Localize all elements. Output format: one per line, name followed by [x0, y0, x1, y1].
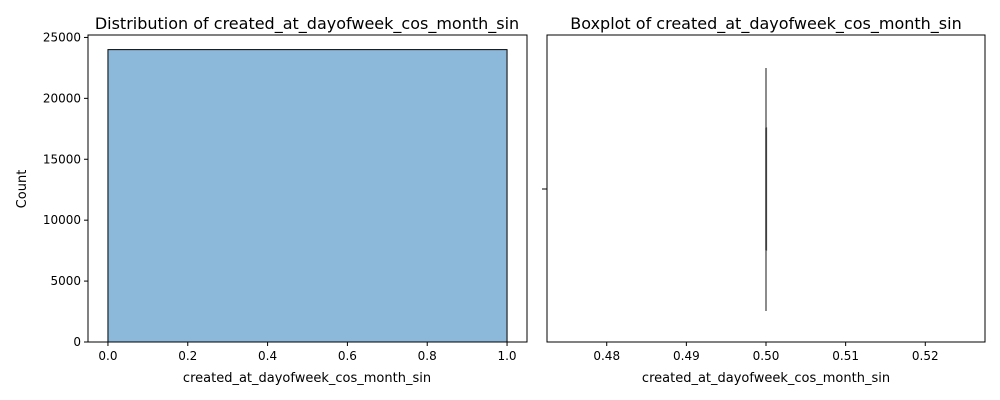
histogram-axes-frame: [87, 34, 528, 343]
histogram-y-tick-label: 0: [73, 335, 81, 349]
boxplot-x-axis-label: created_at_dayofweek_cos_month_sin: [642, 371, 890, 386]
histogram-bars: [107, 49, 508, 343]
histogram-y-axis-label: Count: [15, 170, 30, 209]
histogram-y-tick-label: 20000: [43, 91, 81, 105]
boxplot-x-tick-label: 0.49: [673, 349, 700, 363]
histogram-x-tick-label: 0.0: [98, 349, 117, 363]
histogram-y-ticks: 0 5000 10000 15000 20000 25000: [43, 30, 88, 349]
histogram-x-axis-label: created_at_dayofweek_cos_month_sin: [183, 371, 431, 386]
boxplot-box: [765, 68, 768, 311]
histogram-title: Distribution of created_at_dayofweek_cos…: [95, 14, 519, 34]
boxplot-x-tick-label: 0.51: [832, 349, 859, 363]
histogram-x-tick-label: 0.4: [258, 349, 277, 363]
histogram-x-tick-label: 0.2: [178, 349, 197, 363]
boxplot-x-tick-label: 0.48: [593, 349, 620, 363]
histogram-y-tick-label: 10000: [43, 213, 81, 227]
boxplot-x-tick-label: 0.52: [912, 349, 939, 363]
boxplot-panel: Boxplot of created_at_dayofweek_cos_mont…: [542, 14, 986, 386]
histogram-x-tick-label: 0.8: [418, 349, 437, 363]
histogram-x-tick-label: 1.0: [497, 349, 516, 363]
boxplot-x-tick-label: 0.50: [753, 349, 780, 363]
boxplot-x-ticks: 0.48 0.49 0.50 0.51 0.52: [593, 342, 939, 363]
histogram-y-tick-label: 5000: [50, 274, 81, 288]
boxplot-title: Boxplot of created_at_dayofweek_cos_mont…: [570, 14, 961, 34]
histogram-x-ticks: 0.0 0.2 0.4 0.6 0.8 1.0: [98, 342, 517, 363]
histogram-y-tick-label: 25000: [43, 30, 81, 44]
histogram-x-tick-label: 0.6: [338, 349, 357, 363]
histogram-panel: Distribution of created_at_dayofweek_cos…: [15, 14, 528, 386]
histogram-bar: [107, 49, 508, 343]
histogram-y-tick-label: 15000: [43, 152, 81, 166]
boxplot-axes-frame: [546, 34, 986, 343]
